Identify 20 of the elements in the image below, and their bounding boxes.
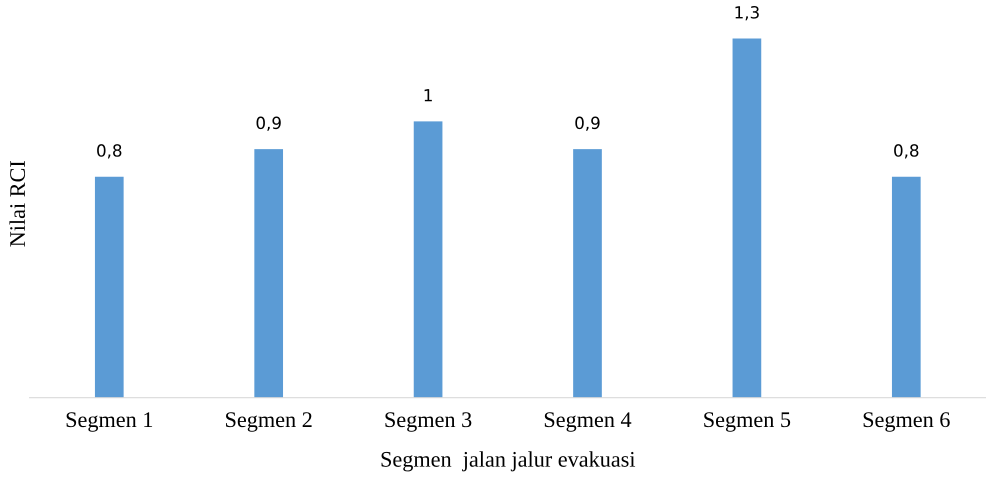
data-label: 1 [424, 89, 432, 102]
y-axis-title: Nilai RCI [9, 161, 26, 247]
data-label: 0,9 [256, 116, 281, 131]
data-label: 0,8 [894, 144, 918, 158]
bar [414, 121, 442, 398]
bar [573, 149, 602, 398]
x-tick-label: Segmen 6 [864, 412, 950, 432]
x-tick-label: Segmen 2 [226, 412, 312, 432]
bar [94, 176, 124, 398]
data-label: 0,9 [575, 116, 600, 131]
x-tick-label: Segmen 4 [544, 412, 632, 432]
bar [732, 38, 762, 398]
x-tick-label: Segmen 3 [385, 412, 472, 432]
bar [254, 149, 284, 398]
data-label: 0,8 [97, 144, 122, 158]
x-tick-label: Segmen 5 [704, 412, 790, 432]
bar [892, 176, 921, 398]
data-label: 1,3 [735, 6, 759, 20]
x-axis-title: Segmen jalan jalur evakuasi [382, 451, 636, 472]
x-tick-label: Segmen 1 [66, 412, 152, 432]
